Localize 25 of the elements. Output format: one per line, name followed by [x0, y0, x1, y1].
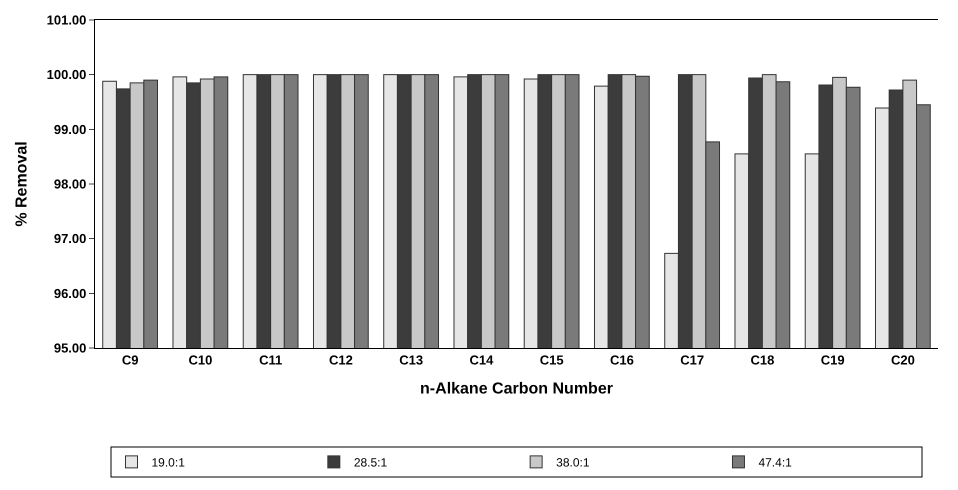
legend-label: 38.0:1 [556, 456, 590, 470]
x-tick-label: C15 [540, 352, 564, 368]
y-tick-label: 100.00 [46, 67, 86, 82]
x-tick-label: C14 [469, 352, 494, 368]
legend-label: 47.4:1 [758, 456, 792, 470]
x-tick-label: C20 [890, 352, 915, 368]
x-axis-title: n-Alkane Carbon Number [420, 380, 613, 398]
legend-label: 19.0:1 [152, 456, 186, 470]
y-tick-label: 95.00 [54, 340, 86, 356]
y-tick-label: 101.00 [46, 12, 86, 28]
x-tick-label: C16 [610, 352, 634, 368]
x-tick-label: C19 [820, 352, 845, 368]
x-tick-label: C17 [680, 352, 704, 368]
x-tick-label: C12 [328, 352, 353, 368]
x-tick-label: C13 [399, 352, 424, 368]
x-tick-label: C18 [750, 352, 774, 368]
y-tick-label: 99.00 [54, 122, 86, 137]
x-tick-label: C9 [122, 352, 138, 368]
x-tick-label: C11 [259, 352, 282, 368]
x-tick-label: C10 [188, 352, 212, 368]
y-tick-label: 96.00 [54, 286, 86, 301]
legend-label: 28.5:1 [354, 456, 388, 470]
y-tick-label: 97.00 [54, 231, 86, 246]
y-tick-label: 98.00 [54, 176, 86, 192]
y-axis-title: % Removal [14, 141, 31, 227]
